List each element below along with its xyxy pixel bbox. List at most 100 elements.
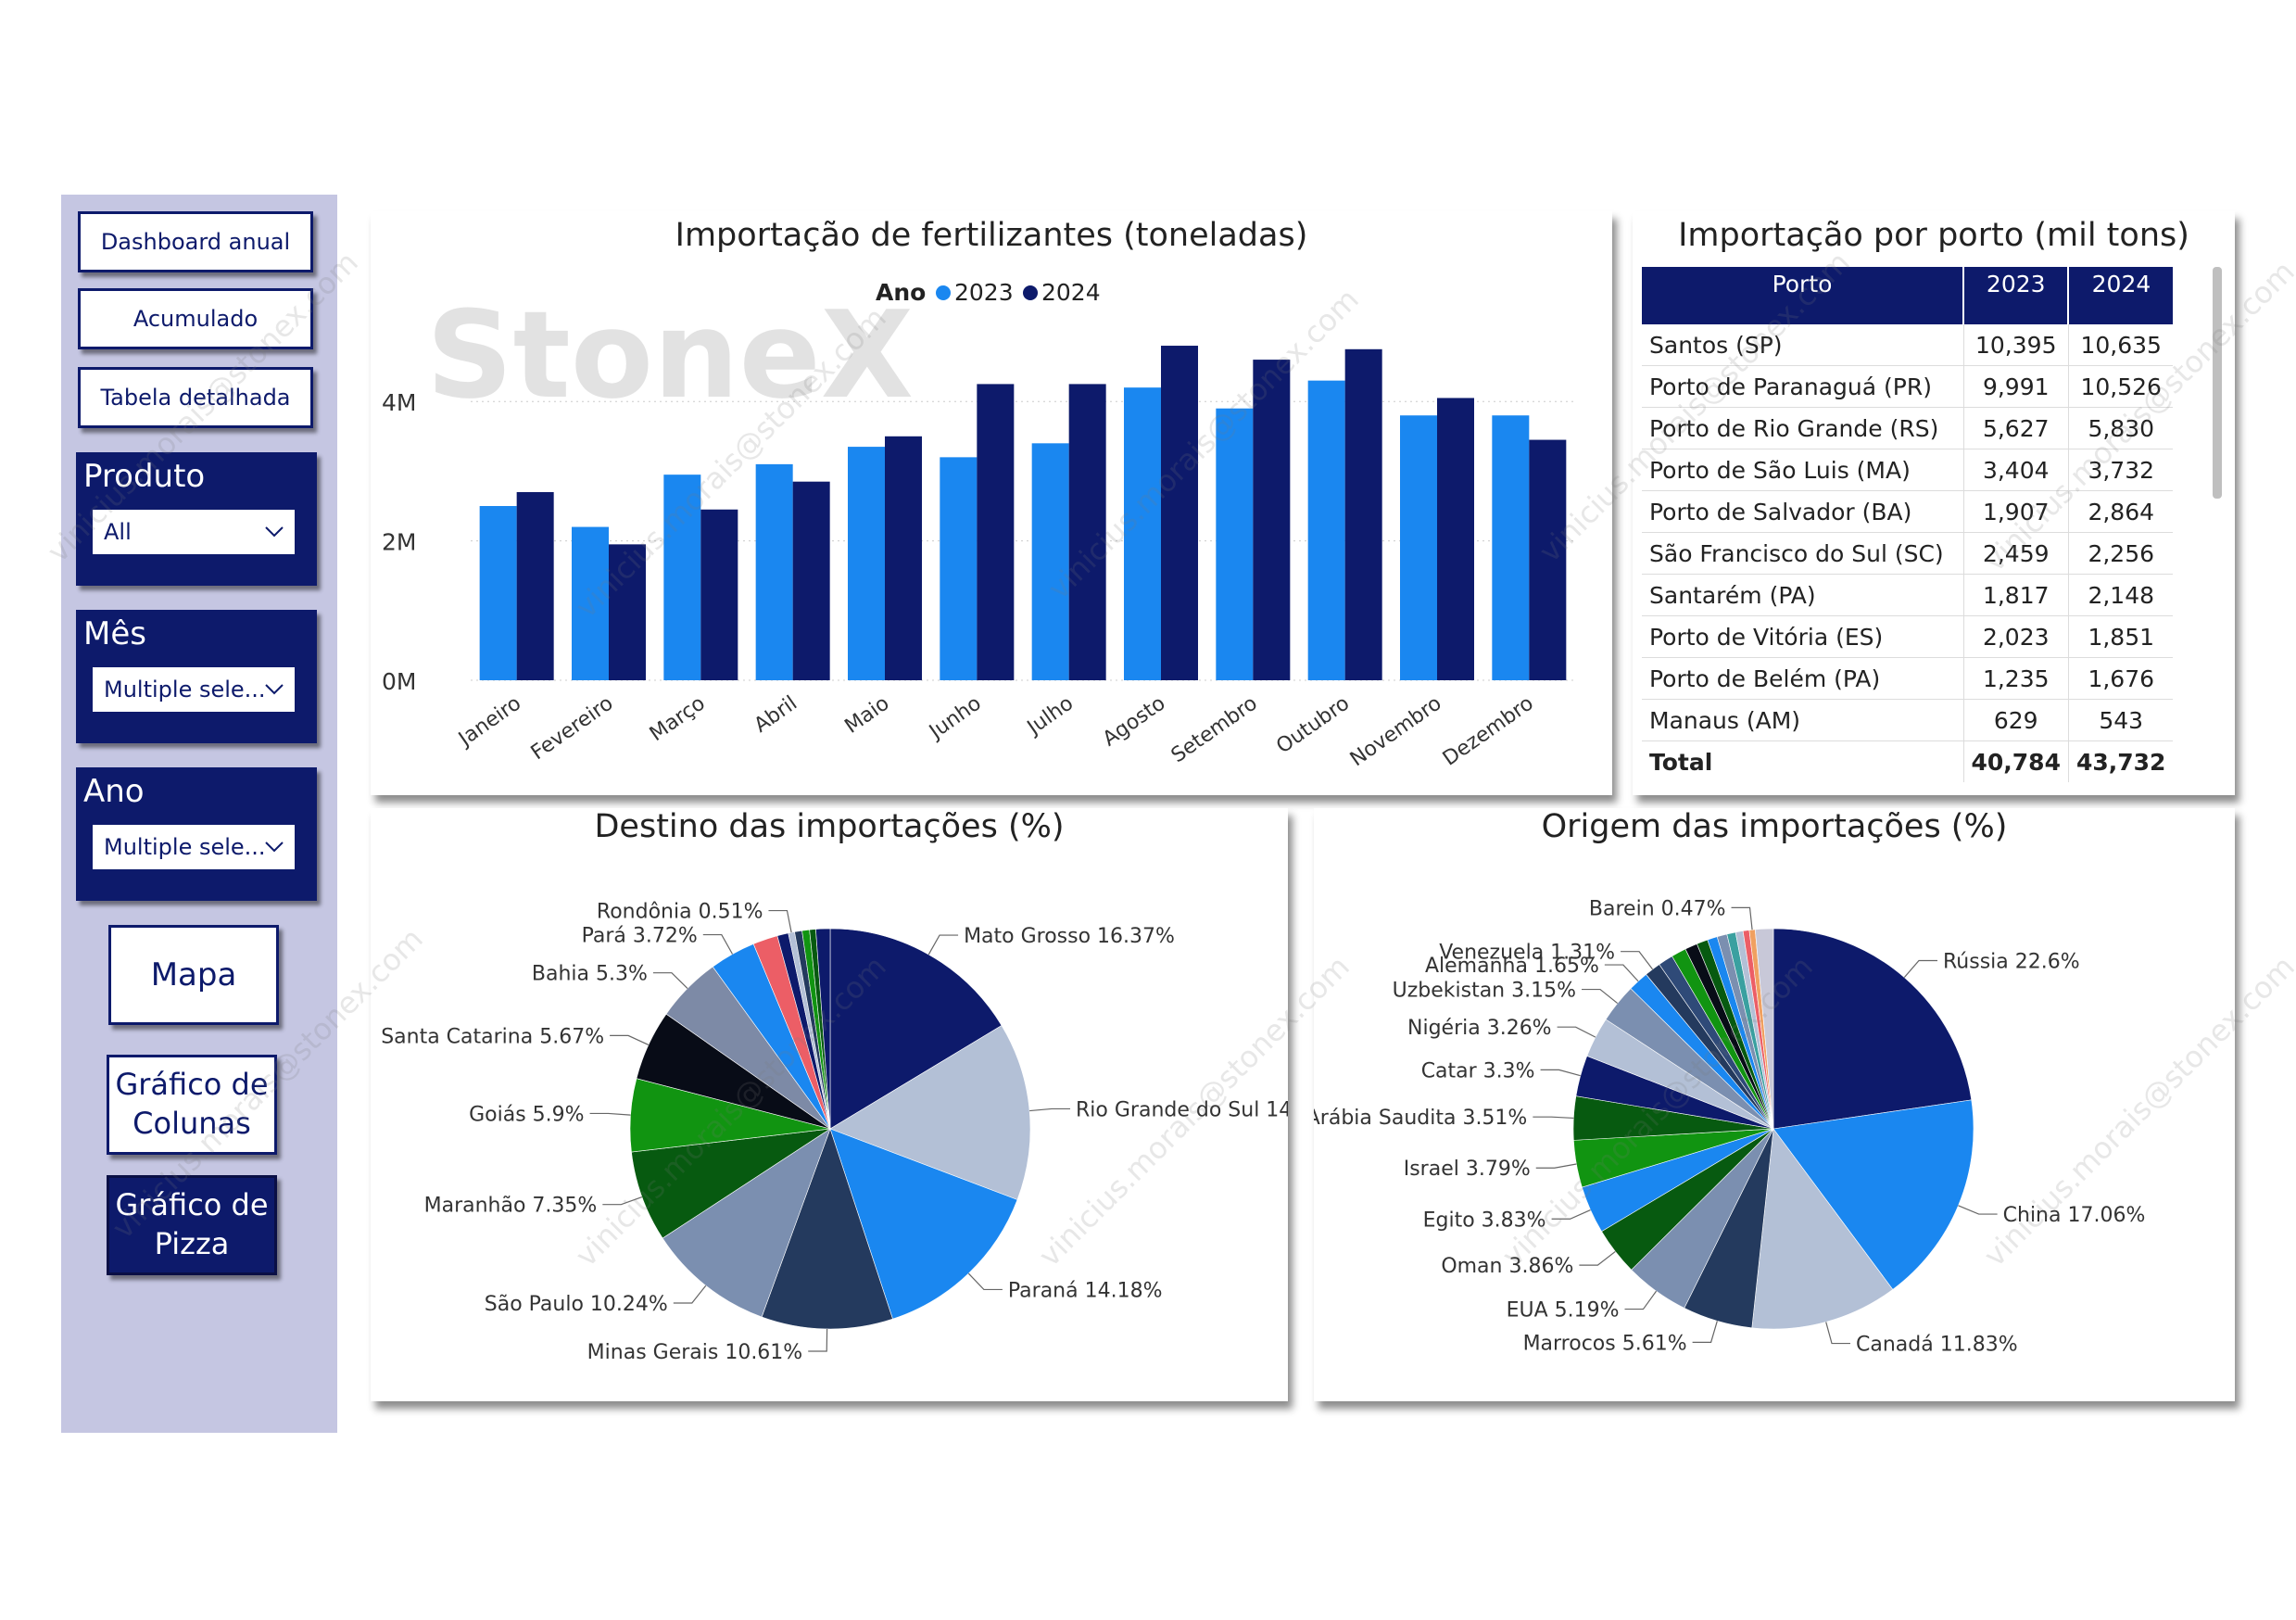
x-tick-label: Maio [840,691,893,738]
chevron-down-icon [265,842,284,853]
bar-2023-agosto[interactable] [1124,387,1161,680]
bar-2023-julho[interactable] [1031,443,1069,680]
origem-slice-label: EUA 5.19% [1507,1299,1620,1323]
origem-leader-line [1903,959,1937,979]
origem-pie-title: Origem das importações (%) [1541,808,2008,845]
destino-slice-label: Pará 3.72% [582,925,698,948]
column-chart-title: Importação de fertilizantes (toneladas) [675,217,1308,254]
bar-2023-fevereiro[interactable] [572,526,609,680]
destino-leader-line [967,1272,1003,1291]
table-scrollbar[interactable] [2213,267,2222,499]
chevron-down-icon [265,526,284,538]
origem-slice-label: Egito 3.83% [1423,1209,1546,1232]
produto-dropdown[interactable]: All [93,510,295,554]
destino-leader-line [673,1285,707,1304]
table-row[interactable]: Porto de Paranaguá (PR) 9,991 10,526 [1642,365,2174,408]
destino-slice[interactable] [829,1025,1031,1200]
header-2024[interactable]: 2024 [2067,267,2174,324]
destino-slice[interactable] [631,1128,831,1239]
dashboard-anual-button[interactable]: Dashboard anual [78,211,313,272]
table-row[interactable]: Santos (SP) 10,395 10,635 [1642,324,2174,366]
table-row[interactable]: Porto de Salvador (BA) 1,907 2,864 [1642,490,2174,533]
origem-leader-line [1535,1163,1577,1169]
port-name-cell: Porto de São Luis (MA) [1642,449,1963,491]
origem-slice[interactable] [1772,928,1973,1130]
bar-2024-maio[interactable] [885,436,922,680]
origem-slice-label: Barein 0.47% [1589,897,1726,920]
bar-2024-novembro[interactable] [1437,398,1474,680]
destino-slice[interactable] [829,1128,1018,1320]
x-tick-label: Novembro [1346,691,1446,771]
value-cell: 2,864 [2067,490,2174,533]
destino-leader-line [1029,1107,1071,1112]
origem-pie-chart: Rússia 22.6% China 17.06% Canadá 11.83% Mar… [1314,897,2145,1357]
value-cell: 3,404 [1962,449,2069,491]
destino-slice-label: Minas Gerais 10.61% [587,1341,803,1364]
bar-2023-maio[interactable] [848,447,885,680]
table-row[interactable]: São Francisco do Sul (SC) 2,459 2,256 [1642,532,2174,575]
bar-2024-março[interactable] [700,509,738,680]
bar-2024-junho[interactable] [977,384,1015,680]
bar-2024-abril[interactable] [792,481,830,680]
origem-leader-line [1825,1322,1851,1345]
table-row[interactable]: Manaus (AM) 629 543 [1642,699,2174,741]
table-row[interactable]: Porto de Vitória (ES) 2,023 1,851 [1642,615,2174,658]
bar-2023-março[interactable] [663,475,701,680]
destino-slice[interactable] [829,928,1003,1130]
header-2023[interactable]: 2023 [1962,267,2069,324]
ano-dropdown[interactable]: Multiple sele... [93,825,295,869]
grafico-colunas-button[interactable]: Gráfico de Colunas [107,1055,277,1155]
table-row[interactable]: Porto de Belém (PA) 1,235 1,676 [1642,657,2174,700]
value-cell: 5,627 [1962,407,2069,449]
chart-legend: Ano 2023 2024 [876,279,1101,306]
bar-2024-dezembro[interactable] [1529,439,1567,680]
port-name-cell: Porto de Rio Grande (RS) [1642,407,1963,449]
total-value-cell: 43,732 [2067,740,2174,782]
table-row[interactable]: Porto de Rio Grande (RS) 5,627 5,830 [1642,407,2174,449]
x-tick-label: Agosto [1099,691,1170,751]
bar-2023-junho[interactable] [940,457,978,680]
bar-2023-dezembro[interactable] [1492,415,1530,680]
x-tick-label: Fevereiro [527,691,618,765]
legend-2024-label[interactable]: 2024 [1041,279,1101,306]
table-row[interactable]: Santarém (PA) 1,817 2,148 [1642,574,2174,616]
destino-slice[interactable] [815,928,831,1130]
origem-leader-line [1540,1069,1581,1077]
origem-slice-label: Catar 3.3% [1421,1059,1535,1082]
total-row: Total 40,784 43,732 [1642,740,2174,782]
produto-dropdown-value: All [104,519,132,545]
origem-slice[interactable] [1772,1099,1974,1290]
bar-2024-janeiro[interactable] [516,491,554,680]
grafico-pizza-button[interactable]: Gráfico de Pizza [107,1175,277,1275]
destino-slice-label: Bahia 5.3% [532,963,648,986]
origem-slice[interactable] [1751,1128,1894,1330]
legend-2023-label[interactable]: 2023 [954,279,1014,306]
value-cell: 10,395 [1962,324,2069,366]
mes-dropdown[interactable]: Multiple sele... [93,667,295,712]
bar-2024-fevereiro[interactable] [609,544,646,680]
bar-2023-setembro[interactable] [1216,408,1254,680]
bar-2024-agosto[interactable] [1161,346,1198,680]
tabela-detalhada-button[interactable]: Tabela detalhada [78,367,313,428]
bar-2024-outubro[interactable] [1344,348,1382,680]
table-row[interactable]: Porto de São Luis (MA) 3,404 3,732 [1642,449,2174,491]
origem-leader-line [1731,906,1753,930]
bar-2023-janeiro[interactable] [479,506,517,680]
value-cell: 1,676 [2067,657,2174,700]
header-porto[interactable]: Porto [1642,267,1963,324]
bar-2023-abril[interactable] [755,463,793,680]
acumulado-button[interactable]: Acumulado [78,288,313,349]
x-tick-label: Janeiro [453,691,525,752]
port-name-cell: Manaus (AM) [1642,699,1963,741]
origem-leader-line [1533,1116,1574,1120]
bar-2023-outubro[interactable] [1307,380,1345,680]
bar-2023-novembro[interactable] [1400,415,1437,680]
destino-leader-line [768,909,792,933]
bar-2024-julho[interactable] [1068,384,1106,680]
destino-slice-label: Maranhão 7.35% [424,1195,598,1218]
origem-slice[interactable] [1754,928,1774,1130]
mapa-button[interactable]: Mapa [108,925,279,1025]
legend-2024-marker [1023,285,1038,300]
bar-2024-setembro[interactable] [1253,360,1291,680]
origem-slice-label: Canadá 11.83% [1856,1334,2018,1357]
